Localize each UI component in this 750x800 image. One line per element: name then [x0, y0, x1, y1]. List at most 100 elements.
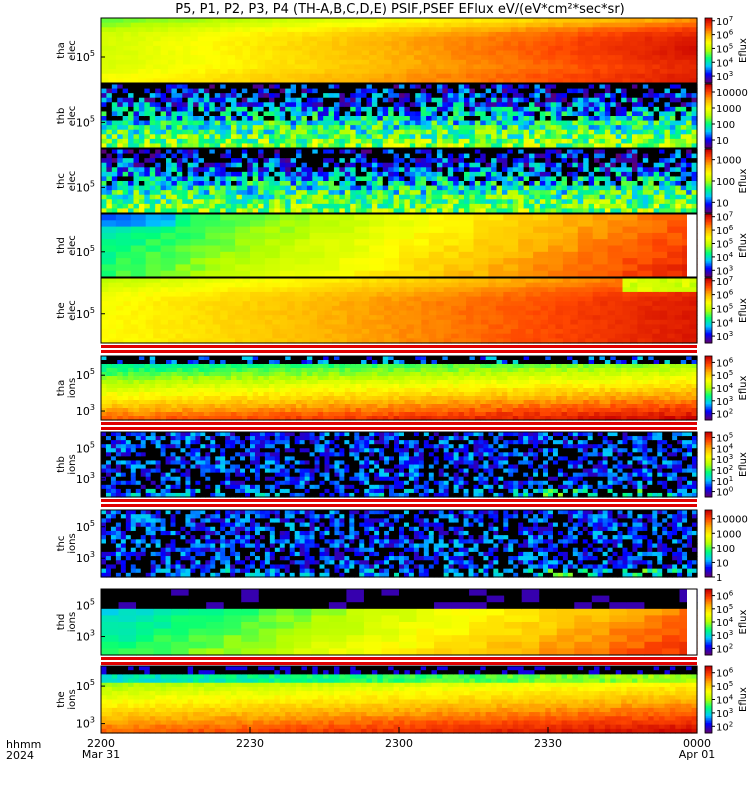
heatmap-cell	[415, 102, 422, 108]
heatmap-cell	[279, 153, 286, 159]
heatmap-cell	[622, 22, 631, 28]
colorbar-swatch	[705, 24, 712, 27]
heatmap-cell	[241, 84, 248, 90]
heatmap-cell	[413, 69, 422, 75]
heatmap-cell	[198, 97, 205, 103]
heatmap-cell	[501, 171, 508, 178]
heatmap-cell	[294, 220, 311, 228]
heatmap-cell	[610, 194, 617, 200]
heatmap-cell	[562, 214, 579, 221]
heatmap-cell	[393, 185, 400, 191]
heatmap-cell	[117, 158, 124, 164]
heatmap-cell	[539, 149, 546, 155]
colorbar-label: Eflux	[738, 168, 749, 193]
heatmap-cell	[485, 158, 492, 164]
heatmap-cell	[160, 287, 169, 293]
heatmap-cell	[610, 138, 617, 145]
heatmap-cell	[252, 84, 259, 90]
heatmap-cell	[680, 167, 687, 173]
heatmap-cell	[366, 111, 373, 117]
heatmap-cell	[290, 167, 297, 173]
colorbar-swatch	[705, 55, 712, 58]
heatmap-cell	[101, 329, 110, 335]
heatmap-cell	[258, 176, 265, 182]
heatmap-cell	[388, 102, 395, 108]
heatmap-cell	[328, 171, 335, 178]
heatmap-cell	[488, 245, 504, 253]
heatmap-cell	[106, 149, 113, 155]
heatmap-cell	[166, 138, 173, 145]
heatmap-cell	[111, 88, 118, 94]
heatmap-cell	[642, 143, 649, 149]
heatmap-cell	[413, 22, 422, 28]
heatmap-cell	[458, 203, 465, 210]
heatmap-cell	[426, 176, 433, 182]
heatmap-cell	[570, 27, 579, 33]
heatmap-cell	[290, 181, 297, 187]
heatmap-cell	[388, 176, 395, 182]
heatmap-cell	[369, 258, 385, 265]
heatmap-cell	[175, 64, 184, 70]
heatmap-cell	[680, 203, 687, 210]
colorbar-swatch	[705, 106, 712, 109]
heatmap-cell	[220, 149, 227, 155]
heatmap-cell	[501, 153, 508, 159]
heatmap-cell	[388, 149, 395, 155]
heatmap-cell	[252, 153, 259, 159]
heatmap-cell	[264, 73, 273, 79]
heatmap-cell	[296, 120, 303, 126]
heatmap-cell	[252, 171, 259, 178]
heatmap-cell	[680, 125, 687, 131]
heatmap-cell	[193, 93, 200, 99]
heatmap-cell	[274, 84, 281, 90]
heatmap-cell	[306, 171, 313, 178]
heatmap-cell	[491, 158, 498, 164]
heatmap-cell	[485, 93, 492, 99]
heatmap-cell	[111, 111, 118, 117]
heatmap-cell	[491, 167, 498, 173]
heatmap-cell	[399, 50, 408, 56]
heatmap-cell	[588, 194, 595, 200]
colorbar-swatch	[705, 48, 712, 52]
heatmap-cell	[442, 149, 449, 155]
heatmap-cell	[339, 36, 348, 42]
heatmap-cell	[366, 93, 373, 99]
heatmap-cell	[626, 190, 633, 196]
heatmap-cell	[176, 158, 183, 164]
heatmap-cell	[431, 120, 438, 126]
heatmap-cell	[507, 93, 514, 99]
heatmap-cell	[629, 31, 638, 38]
heatmap-cell	[644, 22, 653, 28]
heatmap-cell	[391, 22, 400, 28]
heatmap-cell	[209, 143, 216, 149]
heatmap-cell	[599, 171, 606, 178]
heatmap-cell	[171, 149, 178, 155]
heatmap-cell	[518, 239, 534, 247]
heatmap-cell	[399, 78, 408, 84]
colorbar-tick-base: 10	[716, 213, 729, 224]
heatmap-cell	[220, 102, 227, 108]
heatmap-cell	[377, 153, 384, 159]
heatmap-cell	[285, 129, 292, 135]
heatmap-cell	[317, 208, 324, 214]
heatmap-cell	[420, 203, 427, 210]
heatmap-cell	[241, 129, 248, 135]
heatmap-cell	[274, 149, 281, 155]
heatmap-cell	[653, 149, 660, 155]
heatmap-cell	[420, 185, 427, 191]
heatmap-cell	[247, 194, 254, 200]
colorbar-label: Eflux	[738, 38, 749, 63]
heatmap-cell	[274, 111, 281, 117]
heatmap-cell	[101, 31, 110, 38]
heatmap-cell	[225, 143, 232, 149]
heatmap-cell	[203, 176, 210, 182]
heatmap-cell	[193, 143, 200, 149]
heatmap-cell	[317, 129, 324, 135]
heatmap-cell	[667, 27, 676, 33]
heatmap-cell	[193, 185, 200, 191]
heatmap-cell	[279, 55, 288, 61]
heatmap-cell	[371, 138, 378, 145]
heatmap-cell	[187, 138, 194, 145]
heatmap-cell	[637, 232, 653, 240]
heatmap-cell	[659, 143, 666, 149]
